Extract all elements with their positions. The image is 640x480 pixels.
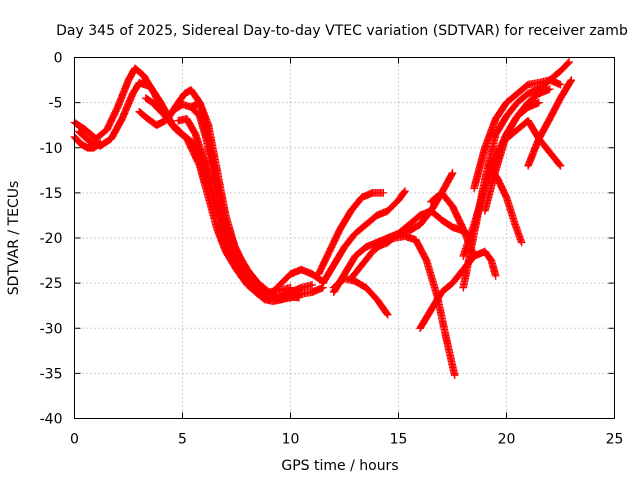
y-tick-label: -5 xyxy=(49,96,63,112)
y-tick-label: -30 xyxy=(40,321,63,337)
y-tick-label: -25 xyxy=(40,276,63,292)
chart-title: Day 345 of 2025, Sidereal Day-to-day VTE… xyxy=(56,23,628,39)
y-tick-label: -40 xyxy=(40,412,63,428)
series-arc-12 xyxy=(347,232,459,380)
y-tick-label: -15 xyxy=(40,186,63,202)
y-tick-label: -20 xyxy=(40,231,63,247)
marker-trail xyxy=(319,187,409,287)
x-tick-label: 15 xyxy=(390,432,408,448)
series-arc-21 xyxy=(524,76,576,170)
series-arc-1 xyxy=(70,64,316,304)
series-arc-11 xyxy=(329,274,392,319)
series-arc-8 xyxy=(314,189,388,278)
data-markers xyxy=(70,58,576,380)
x-tick-label: 0 xyxy=(70,432,79,448)
series-arc-22 xyxy=(481,85,554,215)
marker-trail xyxy=(70,64,316,304)
axis-ticks: 0 5 10 15 20 25 0 -5 -10 -15 -20 -25 -30 -35 -40 xyxy=(40,51,624,448)
grid-lines xyxy=(74,57,615,419)
x-tick-label: 25 xyxy=(606,432,624,448)
marker-trail xyxy=(314,189,388,278)
marker-trail xyxy=(135,100,273,301)
x-tick-label: 10 xyxy=(282,432,300,448)
marker-trail xyxy=(470,76,565,193)
marker-trail xyxy=(187,98,327,300)
series-arc-7 xyxy=(174,115,303,306)
y-tick-label: -10 xyxy=(40,141,63,157)
marker-trail xyxy=(481,85,554,215)
x-tick-label: 20 xyxy=(498,432,516,448)
x-tick-label: 5 xyxy=(178,432,187,448)
series-arc-17 xyxy=(470,76,565,193)
marker-trail xyxy=(524,76,576,170)
y-axis-label: SDTVAR / TECUs xyxy=(6,181,22,296)
marker-trail xyxy=(174,115,303,306)
y-tick-label: 0 xyxy=(54,51,63,67)
marker-trail xyxy=(347,232,459,380)
marker-trail xyxy=(329,274,392,319)
series-arc-6 xyxy=(187,98,327,300)
y-tick-label: -35 xyxy=(40,366,63,382)
series-arc-9 xyxy=(319,187,409,287)
x-axis-label: GPS time / hours xyxy=(281,458,398,474)
series-arc-5 xyxy=(135,100,273,301)
